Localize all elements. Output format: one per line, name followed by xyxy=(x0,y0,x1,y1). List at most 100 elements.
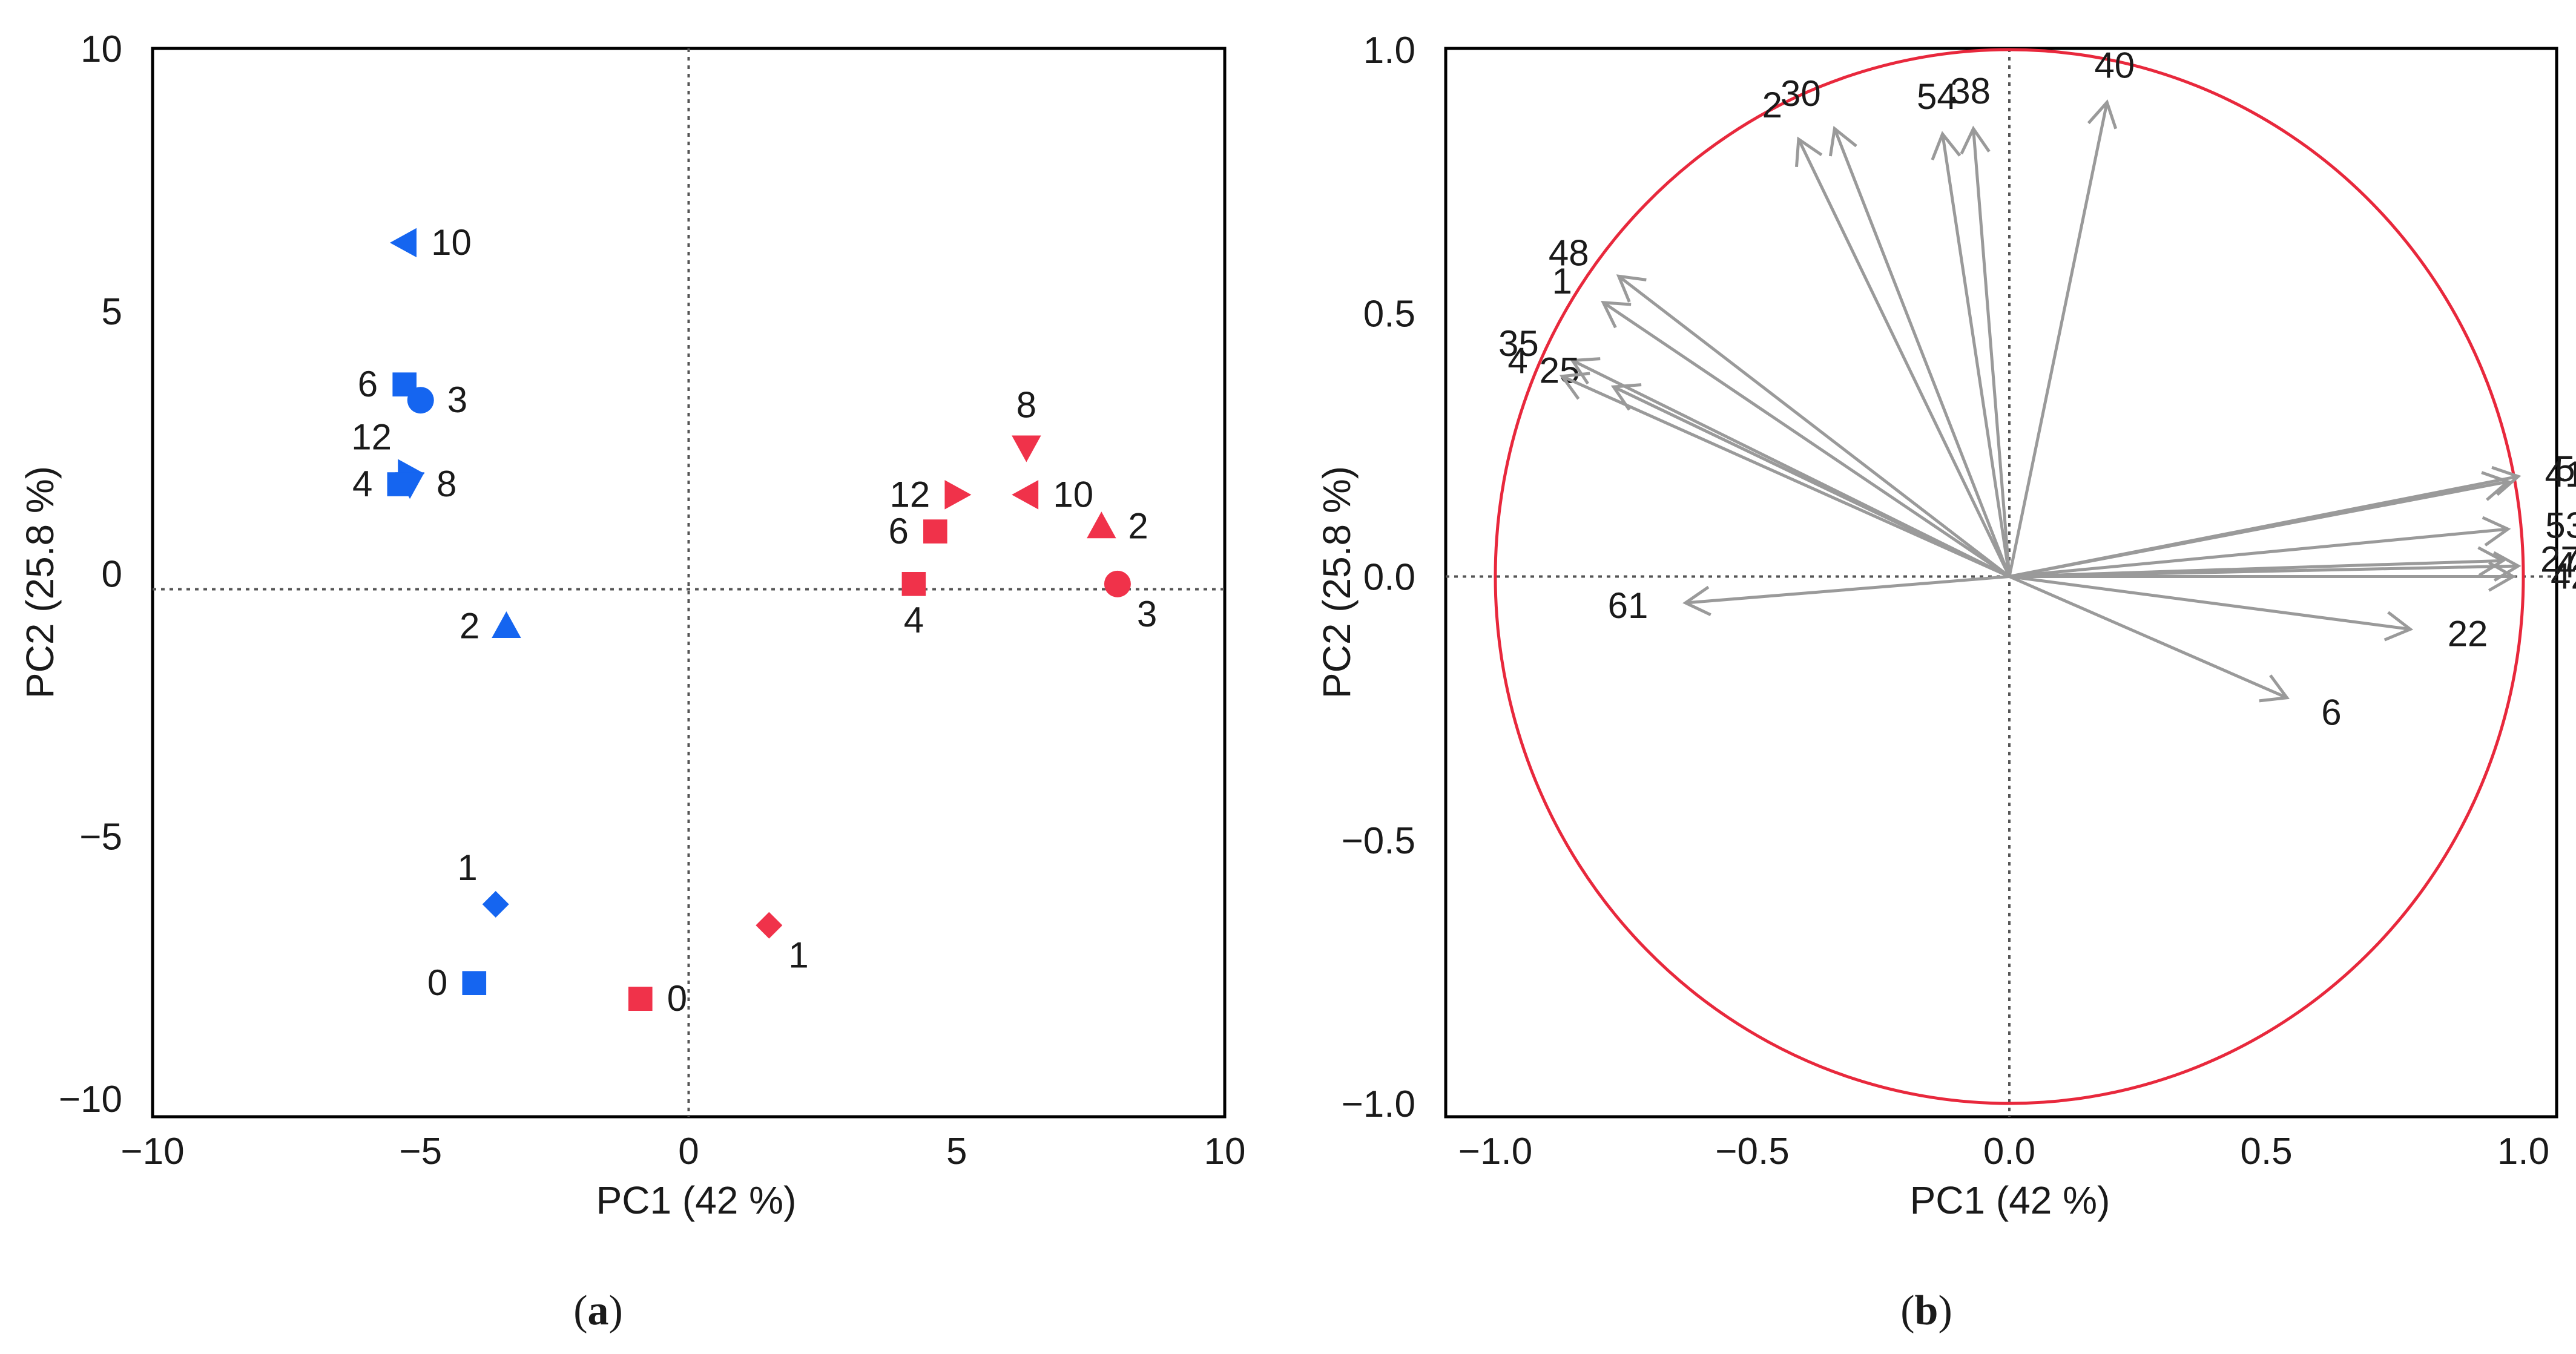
vector-label: 1 xyxy=(1552,261,1572,301)
panel-b-y-axis-label: PC2 (25.8 %) xyxy=(1315,466,1359,698)
point-label: 10 xyxy=(1053,474,1093,514)
y-tick-label: 0 xyxy=(102,554,122,596)
data-point-triangle-left xyxy=(1012,480,1039,510)
panel-a-y-ticks: −10 −5 0 5 10 xyxy=(59,28,122,1120)
loading-vector-53: 53 xyxy=(2009,505,2576,578)
point-label: 3 xyxy=(1137,594,1157,634)
point-label: 1 xyxy=(457,847,477,888)
vector-label: 42 xyxy=(2551,556,2576,597)
vector-label: 57 xyxy=(2555,449,2576,489)
data-point-diamond xyxy=(482,891,509,918)
x-tick-label: 1.0 xyxy=(2497,1131,2549,1172)
data-point-square xyxy=(462,971,487,995)
loading-vector-30: 30 xyxy=(1780,73,2011,577)
x-tick-label: −1.0 xyxy=(1458,1131,1532,1172)
vector-label: 6 xyxy=(2321,692,2341,733)
point-label: 12 xyxy=(351,417,392,458)
vector-label: 25 xyxy=(1540,350,1580,390)
loading-vector-1: 1 xyxy=(1552,261,2011,578)
loading-vector-2: 2 xyxy=(1762,85,2011,577)
x-tick-label: −10 xyxy=(120,1131,184,1172)
panel-a-caption: (a) xyxy=(573,1287,623,1334)
panel-b-caption: (b) xyxy=(1900,1287,1952,1334)
panel-b-y-ticks: −1.0 −0.5 0.0 0.5 1.0 xyxy=(1342,30,1415,1125)
data-point-triangle-down xyxy=(1012,435,1041,462)
vector-label: 43 xyxy=(2555,545,2576,585)
y-tick-label: 0.5 xyxy=(1363,293,1415,335)
point-label: 8 xyxy=(1016,384,1036,425)
loading-vector-43: 43 xyxy=(2009,545,2576,585)
point-label: 2 xyxy=(460,605,479,646)
point-label: 0 xyxy=(427,962,447,1003)
point-label: 12 xyxy=(890,474,931,514)
vector-label: 35 xyxy=(1498,323,1539,364)
panel-a-x-axis-label: PC1 (42 %) xyxy=(596,1178,797,1222)
loading-vector-40: 40 xyxy=(2008,45,2135,577)
y-tick-label: 5 xyxy=(102,291,122,333)
data-point-square xyxy=(628,987,653,1011)
vector-label: 54 xyxy=(1917,76,1957,117)
panel-a-y-axis-label: PC2 (25.8 %) xyxy=(18,466,62,698)
vector-label: 27 xyxy=(2540,539,2576,579)
vector-label: 53 xyxy=(2545,505,2576,545)
loading-vector-22: 22 xyxy=(2009,575,2488,654)
loading-vector-42: 42 xyxy=(2009,556,2576,597)
vector-label: 41 xyxy=(2545,454,2576,495)
loading-vector-57: 57 xyxy=(2009,449,2576,578)
data-point-triangle-down xyxy=(395,472,425,499)
data-point-circle xyxy=(407,387,434,414)
point-label: 4 xyxy=(352,464,372,504)
data-point-triangle-up xyxy=(492,611,521,639)
loading-vector-54: 54 xyxy=(1917,76,2011,577)
vector-label: 48 xyxy=(1549,233,1589,274)
y-tick-label: −10 xyxy=(59,1079,122,1120)
vector-label: 61 xyxy=(1608,585,1649,626)
point-label: 8 xyxy=(436,464,456,504)
y-tick-label: −1.0 xyxy=(1342,1083,1415,1125)
data-point-diamond xyxy=(756,912,783,939)
x-tick-label: 0.0 xyxy=(1983,1131,2035,1172)
data-point-triangle-left xyxy=(389,228,417,258)
y-tick-label: 10 xyxy=(81,28,122,70)
data-point-triangle-right xyxy=(944,480,972,510)
panel-b-x-axis-label: PC1 (42 %) xyxy=(1910,1178,2110,1222)
x-tick-label: −0.5 xyxy=(1715,1131,1789,1172)
vector-label: 4 xyxy=(1507,340,1527,381)
x-tick-label: 10 xyxy=(1204,1131,1246,1172)
vector-label: 40 xyxy=(2094,45,2135,85)
y-tick-label: −5 xyxy=(79,816,122,858)
y-tick-label: 1.0 xyxy=(1363,30,1415,71)
data-point-square xyxy=(901,572,926,596)
loading-vector-41: 41 xyxy=(2009,454,2576,578)
vector-label: 22 xyxy=(2448,614,2488,654)
point-label: 6 xyxy=(358,364,378,404)
x-tick-label: 5 xyxy=(946,1131,967,1172)
point-label: 10 xyxy=(431,222,472,263)
loading-vector-38: 38 xyxy=(1950,71,2011,577)
vector-label: 38 xyxy=(1950,71,1991,111)
point-label: 4 xyxy=(904,600,924,640)
point-label: 2 xyxy=(1128,505,1148,546)
data-point-circle xyxy=(1104,570,1131,597)
x-tick-label: 0.5 xyxy=(2240,1131,2292,1172)
correlation-circle xyxy=(1494,48,2525,1105)
x-tick-label: −5 xyxy=(399,1131,442,1172)
panel-b-x-ticks: −1.0 −0.5 0.0 0.5 1.0 xyxy=(1458,1131,2549,1172)
loading-vector-61: 61 xyxy=(1608,575,2010,626)
data-point-square xyxy=(392,372,417,396)
data-point-square xyxy=(923,519,947,544)
point-label: 3 xyxy=(447,380,467,420)
panel-b-loadings: −1.0 −0.5 0.0 0.5 1.0 −1.0 −0.5 0.0 0.5 1.0 230 5… xyxy=(1315,30,2576,1334)
point-label: 0 xyxy=(667,978,687,1019)
point-label: 6 xyxy=(888,511,908,551)
panel-a-x-ticks: −10 −5 0 5 10 xyxy=(120,1131,1245,1172)
loading-vector-6: 6 xyxy=(2008,575,2342,733)
vector-label: 30 xyxy=(1780,73,1821,114)
x-tick-label: 0 xyxy=(678,1131,699,1172)
point-label: 1 xyxy=(788,935,808,976)
y-tick-label: −0.5 xyxy=(1342,820,1415,862)
loading-vector-48: 48 xyxy=(1549,233,2011,578)
